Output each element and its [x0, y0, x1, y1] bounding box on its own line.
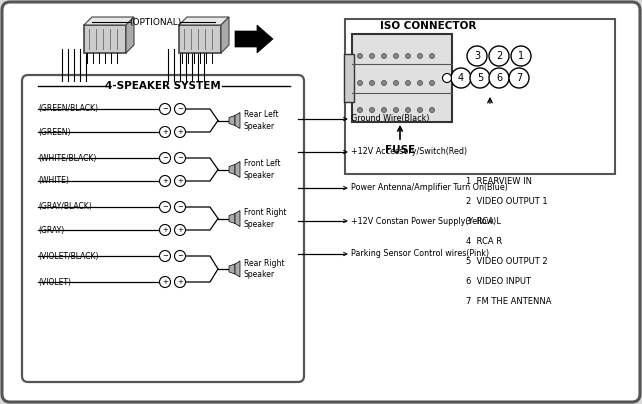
Polygon shape: [179, 17, 229, 25]
Text: +: +: [177, 129, 183, 135]
Text: −: −: [162, 106, 168, 112]
Circle shape: [358, 53, 363, 59]
Text: (GREEN/BLACK): (GREEN/BLACK): [38, 105, 98, 114]
Circle shape: [489, 46, 509, 66]
Circle shape: [159, 250, 171, 261]
Text: +: +: [177, 227, 183, 233]
Polygon shape: [235, 210, 240, 227]
Polygon shape: [235, 162, 240, 177]
Circle shape: [511, 46, 531, 66]
Text: (VIOLET): (VIOLET): [38, 278, 71, 286]
Circle shape: [394, 53, 399, 59]
Text: Power Antenna/Amplifier Turn On(Blue): Power Antenna/Amplifier Turn On(Blue): [351, 183, 508, 192]
Circle shape: [370, 53, 374, 59]
Text: 4: 4: [458, 73, 464, 83]
Text: Parking Sensor Control wires(Pink): Parking Sensor Control wires(Pink): [351, 250, 489, 259]
Circle shape: [381, 107, 386, 112]
Circle shape: [406, 80, 410, 86]
Text: 1: 1: [518, 51, 524, 61]
Text: −: −: [162, 204, 168, 210]
Circle shape: [358, 107, 363, 112]
Circle shape: [489, 68, 509, 88]
Circle shape: [442, 74, 451, 82]
Text: (OPTIONAL): (OPTIONAL): [129, 17, 181, 27]
Circle shape: [417, 53, 422, 59]
Circle shape: [175, 250, 186, 261]
FancyBboxPatch shape: [352, 34, 452, 122]
Circle shape: [159, 152, 171, 164]
Text: −: −: [177, 253, 183, 259]
Text: (GRAY): (GRAY): [38, 225, 64, 234]
Text: −: −: [162, 155, 168, 161]
Text: 5: 5: [477, 73, 483, 83]
Circle shape: [394, 107, 399, 112]
Text: +12V Constan Power Supply(Yellow): +12V Constan Power Supply(Yellow): [351, 217, 496, 225]
Text: (WHITE): (WHITE): [38, 177, 69, 185]
Text: 5  VIDEO OUTPUT 2: 5 VIDEO OUTPUT 2: [466, 257, 548, 267]
Circle shape: [470, 68, 490, 88]
Circle shape: [358, 80, 363, 86]
Polygon shape: [235, 25, 273, 53]
Circle shape: [429, 107, 435, 112]
Circle shape: [159, 126, 171, 137]
Text: +: +: [162, 129, 168, 135]
Text: −: −: [177, 155, 183, 161]
Text: 2: 2: [496, 51, 502, 61]
Circle shape: [417, 107, 422, 112]
Circle shape: [406, 53, 410, 59]
Text: (GRAY/BLACK): (GRAY/BLACK): [38, 202, 92, 212]
Text: Rear Left
Speaker: Rear Left Speaker: [244, 110, 279, 130]
FancyBboxPatch shape: [345, 19, 615, 174]
Text: −: −: [162, 253, 168, 259]
Text: Rear Right
Speaker: Rear Right Speaker: [244, 259, 284, 279]
Text: 2  VIDEO OUTPUT 1: 2 VIDEO OUTPUT 1: [466, 198, 548, 206]
Polygon shape: [229, 164, 235, 175]
Text: 7: 7: [516, 73, 522, 83]
Text: −: −: [177, 204, 183, 210]
Circle shape: [429, 80, 435, 86]
Circle shape: [175, 276, 186, 288]
Circle shape: [175, 225, 186, 236]
Text: 3  RCA L: 3 RCA L: [466, 217, 501, 227]
Circle shape: [175, 103, 186, 114]
Circle shape: [381, 53, 386, 59]
Circle shape: [370, 80, 374, 86]
Text: ISO CONNECTOR: ISO CONNECTOR: [380, 21, 476, 31]
Text: 7  FM THE ANTENNA: 7 FM THE ANTENNA: [466, 297, 551, 307]
Circle shape: [159, 202, 171, 213]
Text: +: +: [177, 279, 183, 285]
Polygon shape: [84, 17, 134, 25]
Polygon shape: [229, 116, 235, 126]
Circle shape: [509, 68, 529, 88]
Text: +: +: [162, 279, 168, 285]
Circle shape: [406, 107, 410, 112]
Text: 1  REARVIEW IN: 1 REARVIEW IN: [466, 177, 532, 187]
Circle shape: [175, 152, 186, 164]
Polygon shape: [229, 213, 235, 223]
Polygon shape: [229, 264, 235, 274]
Circle shape: [159, 225, 171, 236]
Text: Front Right
Speaker: Front Right Speaker: [244, 208, 286, 229]
Text: 4  RCA R: 4 RCA R: [466, 238, 502, 246]
Circle shape: [175, 126, 186, 137]
Polygon shape: [235, 112, 240, 128]
Text: Ground Wire(Black): Ground Wire(Black): [351, 114, 429, 124]
FancyBboxPatch shape: [84, 25, 126, 53]
Circle shape: [175, 202, 186, 213]
Text: +: +: [162, 227, 168, 233]
Circle shape: [467, 46, 487, 66]
Circle shape: [159, 276, 171, 288]
Text: −: −: [177, 106, 183, 112]
Circle shape: [159, 103, 171, 114]
Polygon shape: [126, 17, 134, 53]
Text: Front Left
Speaker: Front Left Speaker: [244, 160, 281, 179]
Polygon shape: [221, 17, 229, 53]
Text: (WHITE/BLACK): (WHITE/BLACK): [38, 154, 96, 162]
Circle shape: [370, 107, 374, 112]
FancyBboxPatch shape: [179, 25, 221, 53]
Polygon shape: [235, 261, 240, 277]
Text: +: +: [162, 178, 168, 184]
Circle shape: [381, 80, 386, 86]
Circle shape: [429, 53, 435, 59]
